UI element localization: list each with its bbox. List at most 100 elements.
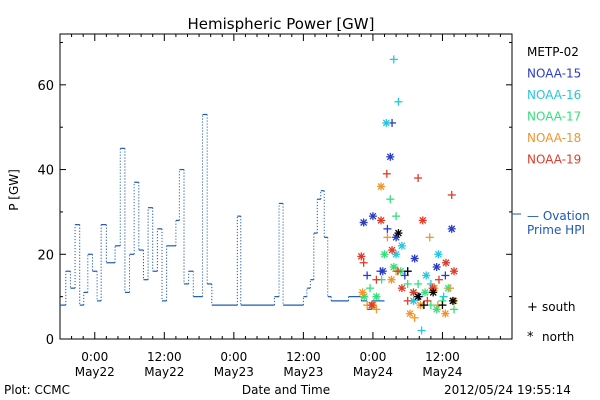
noaa-17-marker bbox=[372, 292, 381, 301]
marker-stroke bbox=[450, 267, 458, 275]
noaa-15-marker bbox=[441, 271, 450, 280]
marker-stroke bbox=[433, 305, 441, 313]
noaa-19-marker bbox=[441, 258, 450, 267]
marker-stroke bbox=[449, 297, 457, 305]
noaa-16-marker bbox=[422, 271, 431, 280]
marker-stroke bbox=[359, 288, 366, 296]
marker-stroke bbox=[421, 288, 429, 296]
x-tick-time-label: 12:00 bbox=[286, 350, 321, 364]
noaa-16-marker bbox=[394, 97, 403, 106]
noaa-15-marker bbox=[432, 262, 441, 271]
noaa-16-marker bbox=[409, 296, 418, 305]
marker-stroke bbox=[410, 288, 417, 296]
legend-entry: NOAA-17 bbox=[527, 110, 581, 124]
marker-stroke bbox=[379, 267, 387, 275]
noaa-15-marker bbox=[410, 254, 419, 263]
ovation-legend-line1: — Ovation bbox=[527, 209, 590, 223]
x-tick-time-label: 0:00 bbox=[220, 350, 247, 364]
marker-stroke bbox=[377, 183, 385, 190]
x-tick-date-label: May23 bbox=[214, 365, 254, 379]
timestamp-label: 2012/05/24 19:55:14 bbox=[444, 383, 571, 397]
y-axis: 0 20 40 60 bbox=[37, 41, 512, 348]
noaa-15-marker bbox=[386, 152, 395, 161]
legend-entry: NOAA-15 bbox=[527, 67, 581, 81]
marker-stroke bbox=[433, 263, 441, 271]
marker-stroke bbox=[372, 293, 380, 301]
x-axis: 0:00May2212:00May220:00May2312:00May230:… bbox=[71, 34, 501, 379]
x-tick-date-label: May22 bbox=[144, 365, 184, 379]
symbol-key-label: south bbox=[542, 300, 576, 314]
noaa-17-marker bbox=[426, 301, 435, 310]
legend-entry: NOAA-16 bbox=[527, 88, 581, 102]
noaa-16-marker bbox=[382, 118, 391, 127]
symbol-key-symbol: + bbox=[527, 300, 538, 315]
noaa-16-marker bbox=[397, 241, 406, 250]
x-tick-time-label: 0:00 bbox=[359, 350, 386, 364]
marker-stroke bbox=[414, 293, 422, 301]
symbol-key-label: north bbox=[542, 330, 574, 344]
noaa-17-marker bbox=[421, 288, 430, 297]
marker-stroke bbox=[368, 301, 376, 309]
marker-stroke bbox=[392, 250, 400, 258]
marker-stroke bbox=[369, 212, 377, 220]
noaa-18-marker bbox=[383, 233, 392, 242]
noaa-15-marker bbox=[363, 271, 372, 280]
noaa-18-marker bbox=[387, 275, 396, 284]
noaa-19-marker bbox=[388, 246, 397, 255]
marker-stroke bbox=[388, 276, 395, 284]
noaa-17-marker bbox=[432, 305, 441, 314]
marker-stroke bbox=[360, 219, 368, 226]
plot-source-label: Plot: CCMC bbox=[4, 383, 70, 397]
metp-02-marker bbox=[438, 301, 447, 310]
noaa-19-marker bbox=[447, 190, 456, 199]
marker-stroke bbox=[394, 229, 402, 237]
noaa-19-marker bbox=[434, 275, 443, 284]
marker-stroke bbox=[381, 250, 388, 258]
metp-02-marker bbox=[403, 267, 412, 276]
marker-stroke bbox=[448, 225, 456, 233]
noaa-19-marker bbox=[418, 216, 427, 225]
noaa-18-marker bbox=[406, 309, 415, 318]
noaa-17-marker bbox=[392, 212, 401, 221]
ovation-legend-line2: Prime HPI bbox=[527, 223, 585, 237]
noaa-16-marker bbox=[434, 250, 443, 259]
marker-stroke bbox=[388, 246, 396, 254]
y-axis-label: P [GW] bbox=[7, 169, 21, 211]
noaa-19-marker bbox=[423, 296, 432, 305]
marker-stroke bbox=[434, 250, 442, 258]
noaa-15-marker bbox=[378, 267, 387, 276]
noaa-18-marker bbox=[445, 284, 454, 293]
plot-frame bbox=[59, 33, 513, 340]
x-tick-date-label: May24 bbox=[422, 365, 462, 379]
marker-stroke bbox=[429, 288, 437, 296]
noaa-15-marker bbox=[359, 218, 368, 227]
metp-02-marker bbox=[414, 292, 423, 301]
marker-stroke bbox=[357, 252, 365, 260]
noaa-19-marker bbox=[397, 284, 406, 293]
legend: METP-02 NOAA-15 NOAA-16 NOAA-17 NOAA-18 NOAA-… bbox=[512, 45, 590, 345]
marker-stroke bbox=[422, 271, 430, 279]
noaa-18-marker bbox=[372, 305, 381, 314]
marker-stroke bbox=[360, 293, 368, 301]
x-tick-date-label: May24 bbox=[353, 365, 393, 379]
x-tick-time-label: 12:00 bbox=[147, 350, 182, 364]
chart-title: Hemispheric Power [GW] bbox=[188, 15, 375, 33]
marker-stroke bbox=[390, 263, 398, 271]
marker-stroke bbox=[398, 284, 406, 292]
noaa-19-marker bbox=[450, 267, 459, 276]
y-tick-label: 40 bbox=[37, 164, 54, 179]
y-tick-label: 60 bbox=[37, 79, 54, 94]
noaa-17-marker bbox=[366, 284, 375, 293]
satellite-markers bbox=[357, 55, 459, 335]
noaa-18-marker bbox=[441, 309, 450, 318]
noaa-16-marker bbox=[439, 292, 448, 301]
noaa-17-marker bbox=[403, 279, 412, 288]
noaa-19-marker bbox=[377, 216, 386, 225]
metp-02-marker bbox=[394, 229, 403, 238]
noaa-17-marker bbox=[380, 250, 389, 259]
marker-stroke bbox=[386, 153, 394, 161]
metp-02-marker bbox=[419, 301, 428, 310]
marker-stroke bbox=[406, 310, 414, 318]
noaa-19-marker bbox=[367, 301, 376, 310]
